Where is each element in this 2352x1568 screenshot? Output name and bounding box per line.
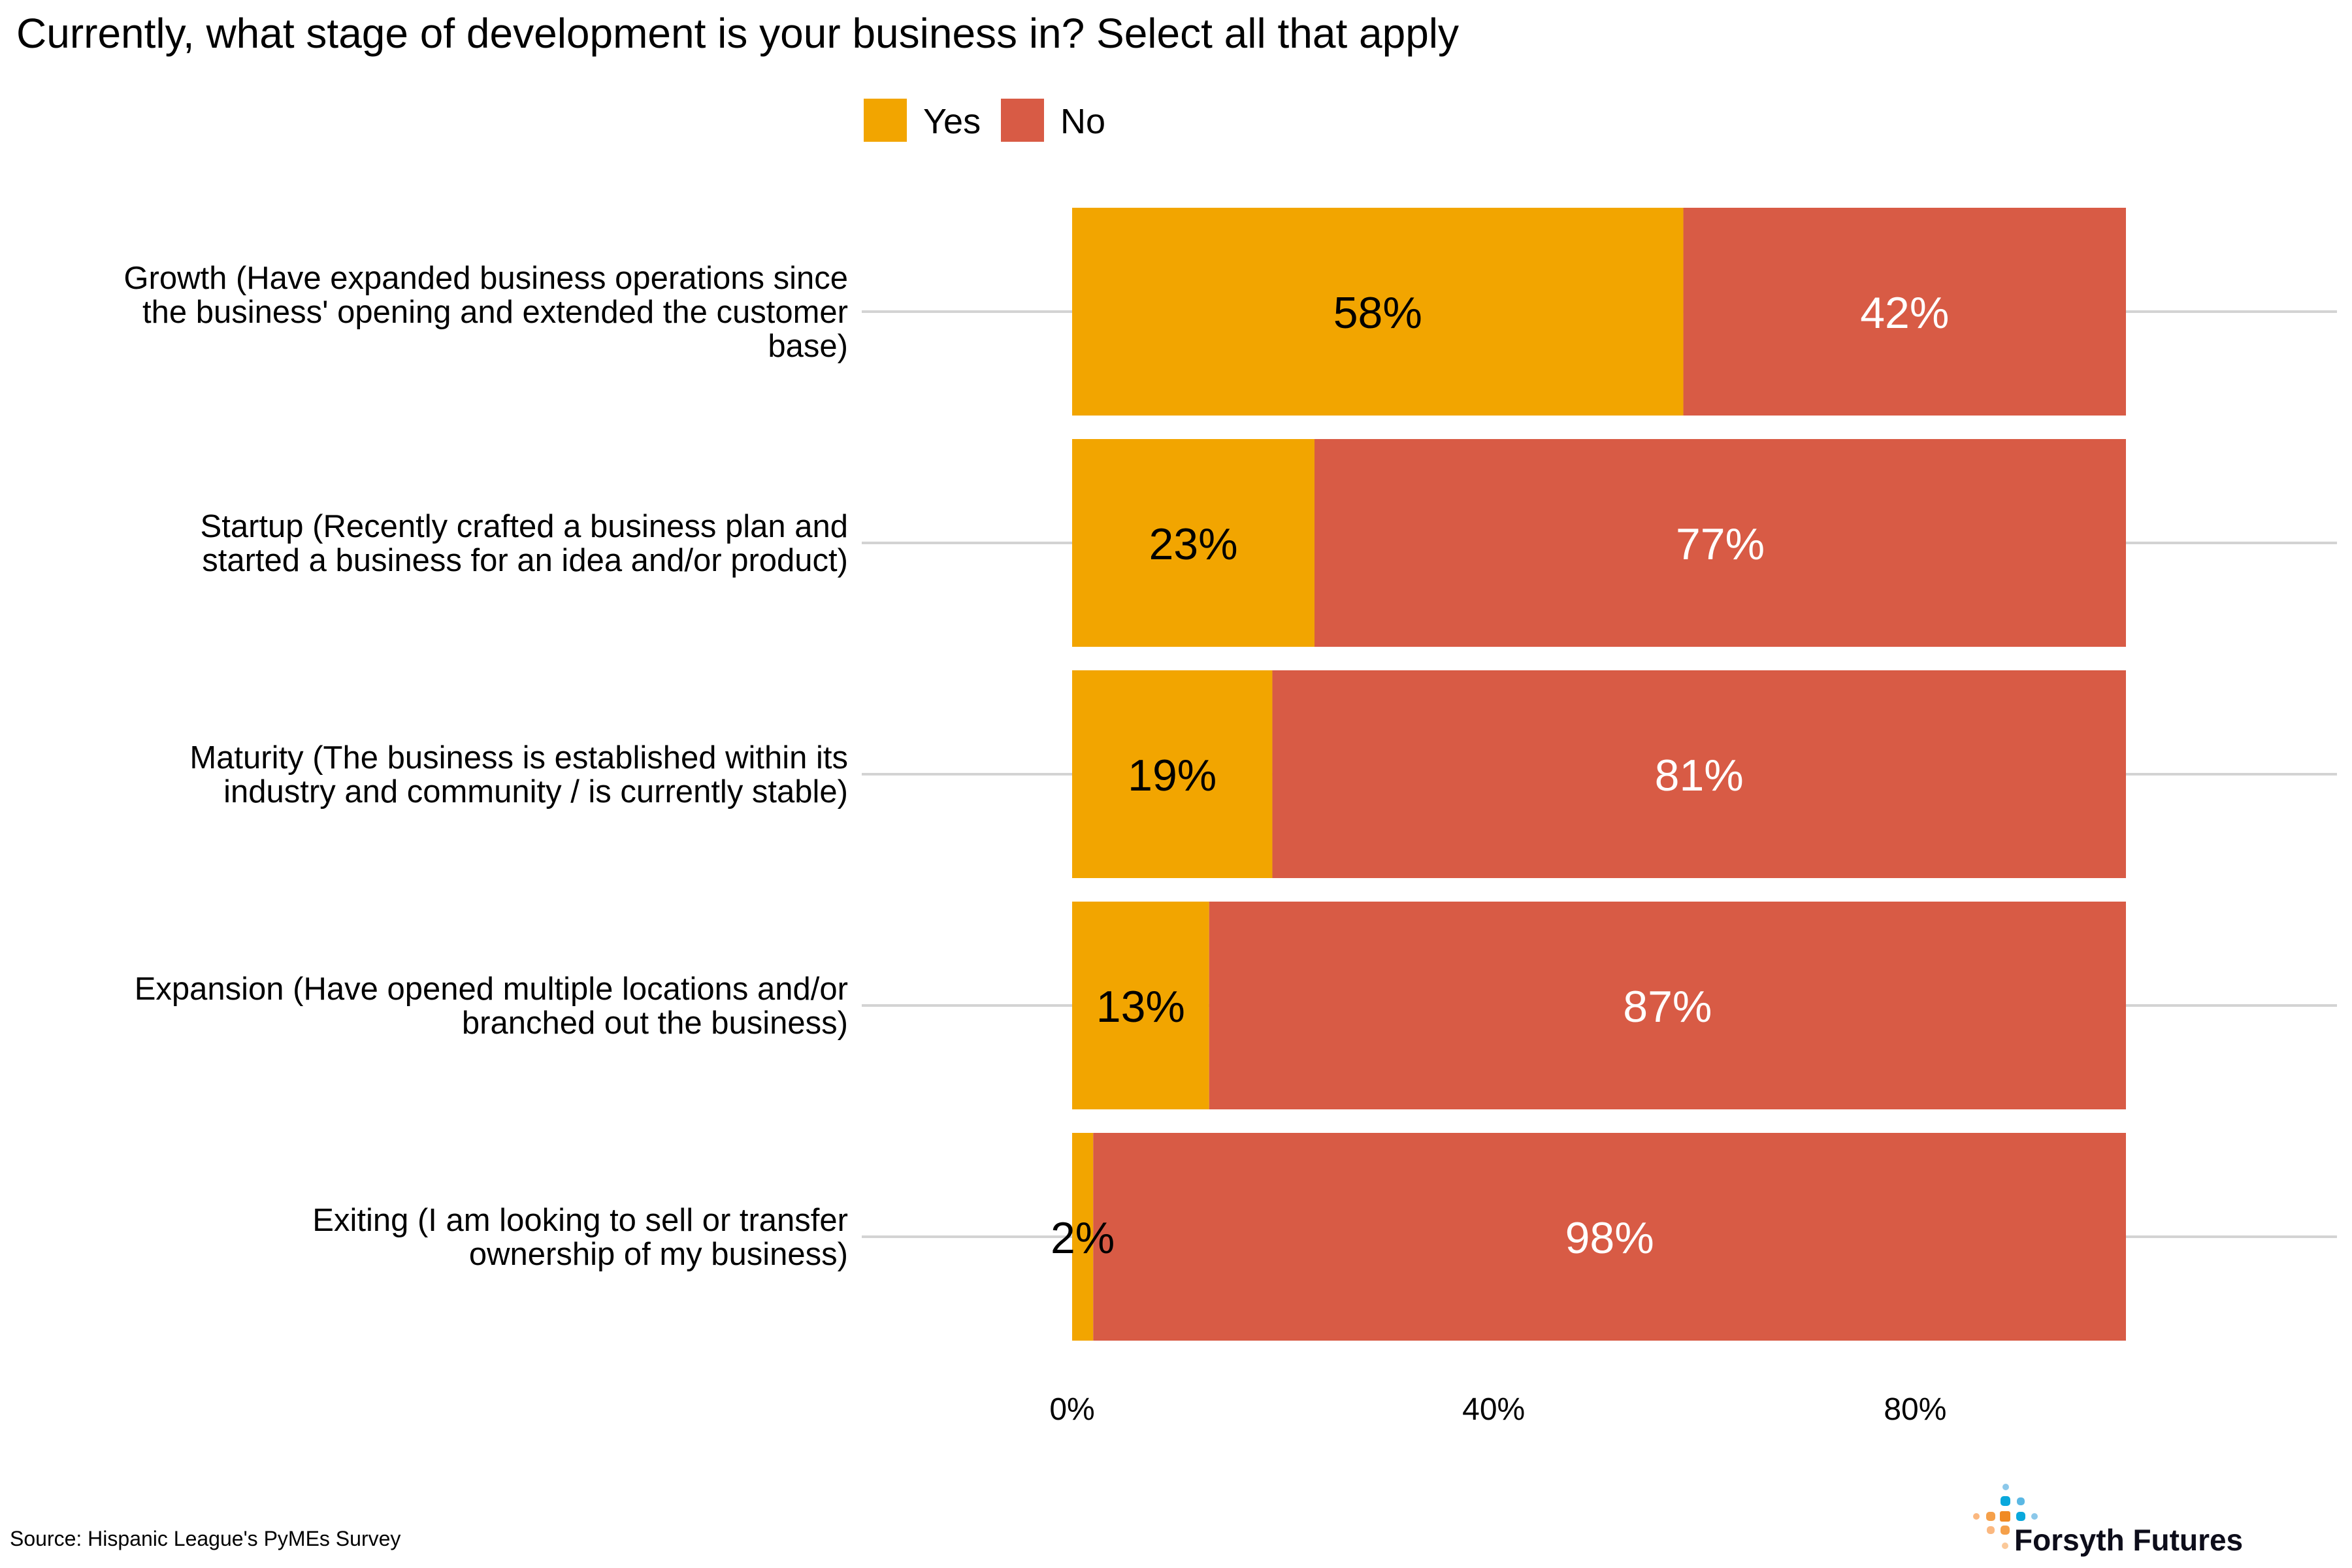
bar-yes-2	[1072, 670, 1273, 878]
category-label-line: Startup (Recently crafted a business pla…	[201, 509, 848, 544]
category-label-line: industry and community / is currently st…	[223, 774, 848, 809]
bar-yes-3	[1072, 902, 1209, 1109]
x-tick-label-1: 40%	[1462, 1392, 1525, 1427]
category-label-line: ownership of my business)	[469, 1237, 848, 1272]
legend-label-no: No	[1060, 102, 1105, 141]
category-label-line: the business' opening and extended the c…	[142, 295, 848, 330]
logo-text: Forsyth Futures	[2014, 1523, 2243, 1557]
category-label-0: Growth (Have expanded business operation…	[123, 261, 848, 364]
x-axis-ticks: 0% 40% 80%	[1049, 1392, 1946, 1427]
source-note: Source: Hispanic League's PyMEs Survey	[10, 1527, 400, 1550]
category-label-line: Growth (Have expanded business operation…	[123, 261, 848, 296]
category-label-line: Exiting (I am looking to sell or transfe…	[312, 1203, 848, 1238]
bar-no-3	[1209, 902, 2126, 1109]
bar-label-no-2: 81%	[1655, 751, 1744, 800]
bar-yes-1	[1072, 439, 1315, 647]
bar-yes-0	[1072, 208, 1684, 416]
legend: Yes No	[864, 99, 1105, 142]
bar-label-yes-2: 19%	[1128, 751, 1217, 800]
bar-label-yes-0: 58%	[1333, 288, 1422, 338]
logo-dots-icon	[1973, 1484, 2038, 1549]
bar-label-yes-3: 13%	[1096, 982, 1185, 1032]
category-label-line: base)	[768, 329, 848, 364]
x-tick-label-2: 80%	[1884, 1392, 1946, 1427]
bar-no-4	[1093, 1133, 2126, 1341]
bar-label-yes-1: 23%	[1149, 519, 1237, 569]
x-tick-label-0: 0%	[1049, 1392, 1094, 1427]
bar-yes-4	[1072, 1133, 1094, 1341]
bar-label-yes-4: 2%	[1051, 1213, 1115, 1263]
category-label-1: Startup (Recently crafted a business pla…	[201, 509, 848, 578]
category-label-line: branched out the business)	[462, 1005, 848, 1041]
legend-swatch-no	[1001, 99, 1044, 142]
category-label-4: Exiting (I am looking to sell or transfe…	[312, 1203, 848, 1272]
category-labels: Growth (Have expanded business operation…	[123, 261, 848, 1272]
bar-labels: 58% 42% 23% 77% 19% 81% 13% 87% 2% 98%	[1051, 288, 1949, 1263]
category-label-line: started a business for an idea and/or pr…	[202, 543, 848, 578]
bars	[1072, 208, 2126, 1341]
legend-swatch-yes	[864, 99, 907, 142]
category-label-2: Maturity (The business is established wi…	[189, 740, 848, 809]
forsyth-futures-logo: Forsyth Futures	[1973, 1484, 2243, 1557]
bar-label-no-1: 77%	[1676, 519, 1765, 569]
legend-label-yes: Yes	[923, 102, 981, 141]
category-label-3: Expansion (Have opened multiple location…	[135, 972, 848, 1041]
bar-label-no-4: 98%	[1565, 1213, 1654, 1263]
bar-no-2	[1272, 670, 2126, 878]
bar-label-no-3: 87%	[1623, 982, 1712, 1032]
bar-no-1	[1314, 439, 2126, 647]
chart-title: Currently, what stage of development is …	[16, 10, 1459, 57]
bar-label-no-0: 42%	[1860, 288, 1949, 338]
category-label-line: Expansion (Have opened multiple location…	[135, 972, 848, 1007]
category-label-line: Maturity (The business is established wi…	[189, 740, 848, 776]
bar-no-0	[1683, 208, 2126, 416]
